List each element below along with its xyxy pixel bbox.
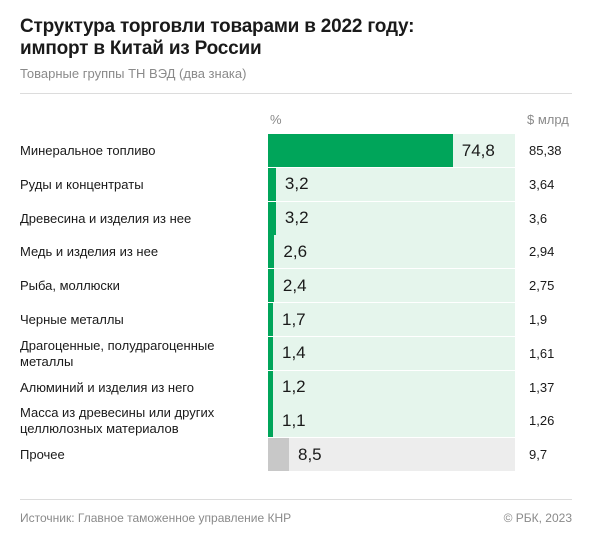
bar xyxy=(268,235,275,269)
percent-column-header: % xyxy=(270,112,282,127)
percent-value-label: 3,2 xyxy=(284,208,309,228)
percent-value-label: 1,2 xyxy=(282,377,306,397)
bar-row: Рыба, моллюски 2,4 2,75 xyxy=(0,269,590,303)
percent-value-label: 1,1 xyxy=(282,410,306,430)
usd-value-label: 3,64 xyxy=(529,176,555,192)
category-label: Масса из древесины или других целлюлозны… xyxy=(20,405,215,437)
bar-track: 3,2 xyxy=(268,201,515,235)
chart-title: Структура торговли товарами в 2022 году:… xyxy=(20,16,580,60)
bar-row: Медь и изделия из нее 2,6 2,94 xyxy=(0,235,590,269)
bar-row: Руды и концентраты 3,2 3,64 xyxy=(0,167,590,202)
usd-value-label: 1,9 xyxy=(529,312,548,327)
bar xyxy=(268,336,273,370)
bar-row: Черные металлы 1,7 1,9 xyxy=(0,303,590,337)
bar-row: Алюминий и изделия из него 1,2 1,37 xyxy=(0,370,590,405)
usd-column-header: $ млрд xyxy=(527,112,569,127)
bar-row: Древесина и изделия из нее 3,2 3,6 xyxy=(0,201,590,236)
copyright-note: © РБК, 2023 xyxy=(503,511,572,525)
category-label: Руды и концентраты xyxy=(20,176,144,192)
bar xyxy=(268,404,273,438)
bar-track: 8,5 xyxy=(268,438,515,472)
percent-value-label: 1,7 xyxy=(282,309,306,329)
bar-row: Минеральное топливо 74,8 85,38 xyxy=(0,134,590,168)
category-label: Минеральное топливо xyxy=(20,143,156,158)
bar xyxy=(268,438,289,472)
percent-value-label: 74,8 xyxy=(461,140,495,160)
header-divider xyxy=(20,93,572,94)
bar xyxy=(268,167,276,201)
bar xyxy=(268,370,273,404)
category-label: Драгоценные, полудрагоценные металлы xyxy=(20,337,215,369)
bar-track: 74,8 xyxy=(268,134,515,167)
footer-divider xyxy=(20,499,572,500)
percent-value-label: 2,6 xyxy=(283,241,308,261)
category-label: Прочее xyxy=(20,447,65,463)
source-note: Источник: Главное таможенное управление … xyxy=(20,511,292,525)
usd-value-label: 1,26 xyxy=(529,413,555,429)
bar-track: 1,7 xyxy=(268,303,515,336)
chart-subtitle: Товарные группы ТН ВЭД (два знака) xyxy=(20,66,247,81)
category-label: Рыба, моллюски xyxy=(20,278,120,294)
percent-value-label: 3,2 xyxy=(284,174,309,194)
bar xyxy=(268,134,453,167)
bar xyxy=(268,269,274,303)
chart-title-line-1: Структура торговли товарами в 2022 году: xyxy=(20,16,415,37)
bar-row: Масса из древесины или других целлюлозны… xyxy=(0,404,590,438)
usd-value-label: 1,37 xyxy=(529,379,555,395)
bar xyxy=(268,201,276,235)
usd-value-label: 2,94 xyxy=(529,244,555,260)
bar-track: 1,1 xyxy=(268,404,515,438)
bar-track: 2,6 xyxy=(268,235,515,269)
bar-track: 3,2 xyxy=(268,167,515,201)
category-label: Древесина и изделия из нее xyxy=(20,210,192,226)
usd-value-label: 3,6 xyxy=(529,210,548,226)
bar-row: Драгоценные, полудрагоценные металлы 1,4 1… xyxy=(0,336,590,371)
percent-value-label: 2,4 xyxy=(282,275,307,295)
category-label: Алюминий и изделия из него xyxy=(20,379,194,395)
usd-value-label: 85,38 xyxy=(529,143,562,158)
bar-track: 1,4 xyxy=(268,336,515,370)
percent-value-label: 8,5 xyxy=(297,444,322,464)
chart-title-line-2: импорт в Китай из России xyxy=(20,38,262,59)
usd-value-label: 9,7 xyxy=(529,447,548,463)
bar-track: 2,4 xyxy=(268,269,515,303)
bar-row: Прочее 8,5 9,7 xyxy=(0,438,590,472)
bar xyxy=(268,303,273,336)
category-label: Черные металлы xyxy=(20,312,124,327)
bar-track: 1,2 xyxy=(268,370,515,404)
category-label: Медь и изделия из нее xyxy=(20,244,159,260)
usd-value-label: 1,61 xyxy=(529,345,555,361)
usd-value-label: 2,75 xyxy=(529,278,555,294)
percent-value-label: 1,4 xyxy=(282,343,306,363)
